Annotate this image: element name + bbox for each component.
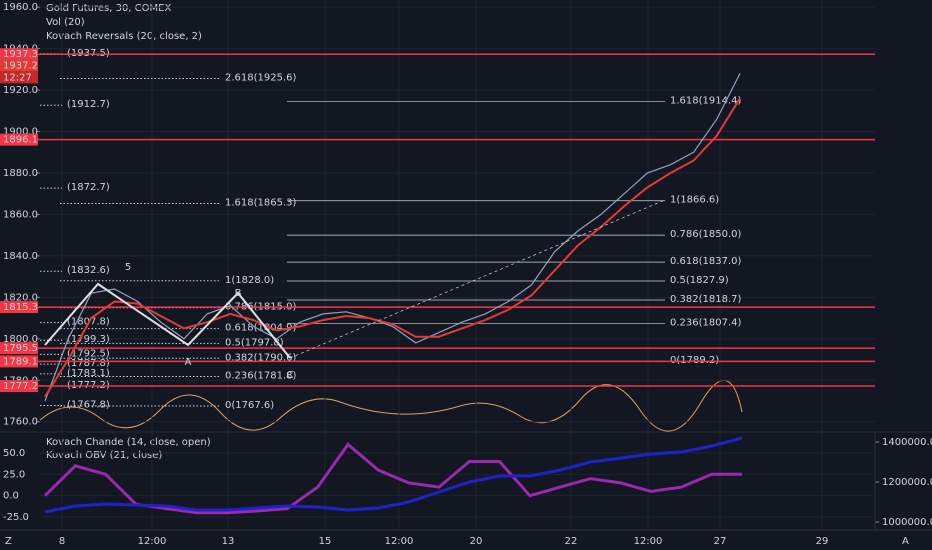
x-tick-label: 15 xyxy=(319,536,332,547)
y2-tick-label: 1000000.0 xyxy=(882,517,932,528)
x-tick-label: 27 xyxy=(714,536,727,547)
y-tick-label: 1800.0 xyxy=(3,334,38,345)
price-tag xyxy=(0,48,38,61)
y-tick-label: 1860.0 xyxy=(3,209,38,220)
pattern-point: A xyxy=(185,357,192,368)
indicator-label: Kovach OBV (21, close) xyxy=(46,450,162,461)
indicator-line xyxy=(44,436,743,514)
y-tick-label: 1820.0 xyxy=(3,292,38,303)
fib-label: 0.5(1827.9) xyxy=(670,275,729,286)
price-tag xyxy=(0,342,38,355)
price-tag xyxy=(0,301,38,314)
x-tick-label: 20 xyxy=(470,536,483,547)
fib-label: 1.618(1914.4) xyxy=(670,96,742,107)
price-tag-label: 1789.1 xyxy=(3,356,38,367)
trend-line xyxy=(289,199,666,359)
y-tick-label: -25.0 xyxy=(3,512,29,523)
price-tag xyxy=(0,133,38,146)
x-tick-label: 22 xyxy=(565,536,578,547)
fib-label: (1799.3) xyxy=(67,334,110,345)
price-tag-label: 1815.3 xyxy=(3,302,38,313)
price-tag xyxy=(0,355,38,368)
price-tag-label: 1937.3 xyxy=(3,49,38,60)
y-tick-label: 1760.0 xyxy=(3,417,38,428)
countdown-tag xyxy=(0,71,38,84)
fib-label: (1787.8) xyxy=(67,358,110,369)
fib-label: (1783.1) xyxy=(67,368,110,379)
y2-tick-label: 1400000.0 xyxy=(882,437,932,448)
y-tick-label: 1840.0 xyxy=(3,251,38,262)
fib-label: 1(1866.6) xyxy=(670,195,719,206)
title: Gold Futures, 30, COMEX xyxy=(46,3,171,14)
fib-label: 0.382(1818.7) xyxy=(670,294,742,305)
y-tick-label: 1900.0 xyxy=(3,127,38,138)
fib-label: (1872.7) xyxy=(67,182,110,193)
x-tick-label: 12:00 xyxy=(138,536,167,547)
y-tick-label: 1880.0 xyxy=(3,168,38,179)
fib-label: 0.618(1804.9) xyxy=(225,323,297,334)
y-tick-label: 0.0 xyxy=(3,491,19,502)
fib-label: 1(1828.0) xyxy=(225,275,274,286)
y-tick-label: 50.0 xyxy=(3,448,25,459)
indicator-label: Kovach Chande (14, close, open) xyxy=(46,437,211,448)
x-tick-label: 13 xyxy=(222,536,235,547)
corner-label[interactable]: A xyxy=(902,536,909,547)
fib-label: 1.618(1865.3) xyxy=(225,197,297,208)
fib-label: (1912.7) xyxy=(67,99,110,110)
y-tick-label: 25.0 xyxy=(3,469,25,480)
price-tag-label: 1896.1 xyxy=(3,135,38,146)
pattern-zigzag xyxy=(44,282,291,359)
indicator-label: Vol (20) xyxy=(46,17,85,28)
fib-label: 0.5(1797.8) xyxy=(225,337,284,348)
last-price-label: 1937.2 xyxy=(3,60,38,71)
fib-label: (1937.5) xyxy=(67,48,110,59)
pattern-point: C xyxy=(287,370,294,381)
x-tick-label: 12:00 xyxy=(385,536,414,547)
price-tag-label: 1777.2 xyxy=(3,381,38,392)
price-tag-label: 1795.5 xyxy=(3,343,38,354)
fib-label: 0.618(1837.0) xyxy=(670,256,742,267)
fib-label: (1767.8) xyxy=(67,400,110,411)
y-tick-label: 1960.0 xyxy=(3,2,38,13)
countdown-label: 12:27 xyxy=(3,72,32,83)
indicator-label: Kovach Reversals (20, close, 2) xyxy=(46,31,202,42)
fib-label: 0.786(1850.0) xyxy=(670,229,742,240)
fib-label: (1832.6) xyxy=(67,265,110,276)
price-tag xyxy=(0,380,38,393)
fib-label: 0.236(1807.4) xyxy=(670,317,742,328)
fib-label: 0.236(1781.8) xyxy=(225,371,297,382)
fib-label: (1792.5) xyxy=(67,348,110,359)
volume-average xyxy=(39,380,743,432)
x-tick-label: 12:00 xyxy=(634,536,663,547)
corner-label[interactable]: Z xyxy=(5,536,12,547)
fib-label: 2.618(1925.6) xyxy=(225,72,297,83)
average-line xyxy=(44,97,741,398)
fib-label: 0(1767.6) xyxy=(225,400,274,411)
y2-tick-label: 1200000.0 xyxy=(882,477,932,488)
pattern-point: B xyxy=(235,288,242,299)
pattern-point: 5 xyxy=(125,262,131,273)
x-tick-label: 29 xyxy=(816,536,829,547)
y-tick-label: 1920.0 xyxy=(3,85,38,96)
last-price-tag xyxy=(0,59,38,72)
x-tick-label: 8 xyxy=(59,536,65,547)
indicator-line xyxy=(43,442,742,515)
price-line xyxy=(44,73,741,402)
fib-label: 0.382(1790.6) xyxy=(225,352,297,363)
